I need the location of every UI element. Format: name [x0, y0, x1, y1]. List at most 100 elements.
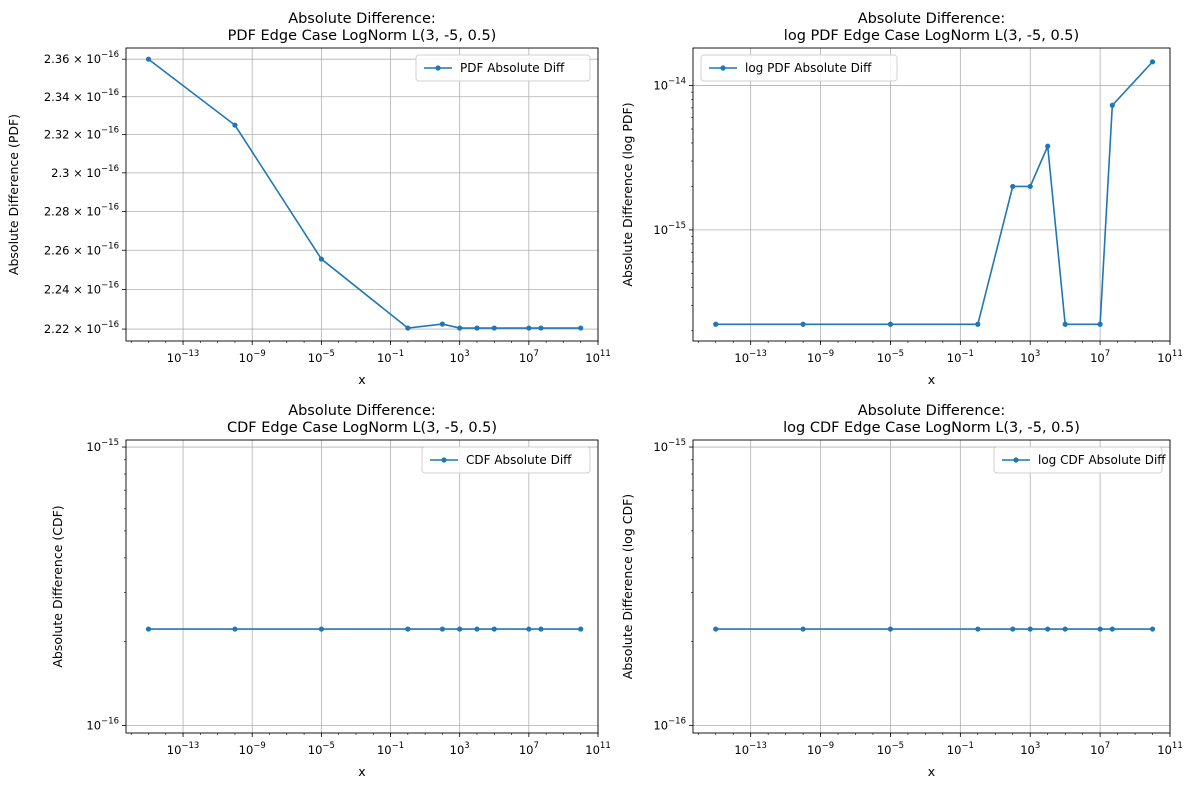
legend-marker — [441, 457, 447, 463]
data-point — [975, 321, 981, 327]
x-tick-label: 10−9 — [239, 349, 266, 365]
data-point — [491, 325, 497, 331]
y-tick-label: 2.26 × 10−16 — [44, 241, 119, 257]
x-tick-label: 1011 — [1157, 349, 1182, 365]
data-point — [526, 626, 532, 632]
data-point — [578, 626, 584, 632]
x-axis-label: x — [928, 372, 935, 387]
data-point — [526, 325, 532, 331]
data-point — [800, 321, 806, 327]
data-point — [1109, 102, 1115, 108]
x-tick-label: 10−13 — [167, 741, 200, 757]
series-line — [715, 61, 1154, 326]
data-point — [887, 626, 894, 632]
data-point — [439, 321, 446, 327]
x-tick-label: 10−1 — [947, 741, 974, 757]
x-tick-label: 107 — [1090, 741, 1110, 757]
x-tick-label: 103 — [1020, 349, 1040, 365]
data-point — [439, 626, 446, 632]
x-tick-label: 1011 — [1157, 741, 1182, 757]
x-tick-label: 10−1 — [947, 349, 974, 365]
legend-label: log PDF Absolute Diff — [745, 61, 872, 75]
data-point — [318, 256, 324, 262]
data-point — [1027, 626, 1033, 632]
chart-subtitle: log PDF Edge Case LogNorm L(3, -5, 0.5) — [784, 28, 1079, 44]
legend-marker — [1013, 457, 1019, 463]
legend-box — [993, 446, 1163, 474]
data-point — [232, 122, 238, 128]
y-tick-label: 10−14 — [653, 77, 686, 93]
chart-subtitle: log CDF Edge Case LogNorm L(3, -5, 0.5) — [783, 420, 1080, 436]
data-point — [1149, 59, 1156, 65]
legend: log PDF Absolute Diff — [700, 54, 898, 82]
chart-subtitle: CDF Edge Case LogNorm L(3, -5, 0.5) — [227, 420, 497, 436]
legend-marker — [720, 65, 726, 71]
y-tick-label: 2.3 × 10−16 — [51, 164, 119, 180]
x-tick-label: 103 — [450, 741, 470, 757]
plot-frame — [692, 47, 1171, 342]
chart-panel-1: 10−13 10−9 10−5 10−1 103 107 1011 2.22 × 10−16 2… — [6, 11, 611, 387]
chart-title: Absolute Difference: — [858, 403, 1006, 419]
legend-box — [700, 54, 898, 82]
y-tick-label: 10−15 — [653, 221, 686, 237]
x-tick-label: 103 — [1020, 741, 1040, 757]
x-axis-label: x — [928, 764, 935, 779]
x-tick-label: 107 — [519, 349, 539, 365]
y-axis-label: Absolute Difference (log CDF) — [620, 494, 635, 679]
x-tick-label: 10−1 — [377, 741, 404, 757]
chart-title: Absolute Difference: — [288, 11, 436, 27]
y-tick-label: 2.28 × 10−16 — [44, 202, 119, 218]
legend: PDF Absolute Diff — [415, 54, 591, 82]
x-tick-label: 10−5 — [877, 741, 904, 757]
series-line — [148, 58, 581, 329]
legend-box — [415, 54, 591, 82]
data-point — [1109, 626, 1115, 632]
plot-frame — [692, 439, 1171, 734]
x-tick-label: 10−13 — [734, 741, 767, 757]
data-point — [405, 325, 411, 331]
data-point — [491, 626, 497, 632]
y-axis-label: Absolute Difference (log PDF) — [620, 102, 635, 286]
data-point — [232, 626, 238, 632]
data-point — [713, 321, 719, 327]
x-axis-label: x — [358, 372, 365, 387]
y-tick-label: 2.32 × 10−16 — [44, 126, 119, 142]
legend: CDF Absolute Diff — [421, 446, 591, 474]
x-tick-label: 107 — [519, 741, 539, 757]
x-tick-label: 10−13 — [734, 349, 767, 365]
data-point — [578, 325, 584, 331]
data-point — [1027, 183, 1033, 190]
x-tick-label: 10−5 — [308, 741, 335, 757]
y-tick-label: 10−16 — [86, 717, 119, 733]
x-tick-label: 10−5 — [877, 349, 904, 365]
y-tick-label: 2.34 × 10−16 — [44, 88, 119, 104]
data-point — [457, 626, 463, 632]
chart-title: Absolute Difference: — [288, 403, 436, 419]
x-tick-label: 10−9 — [807, 349, 834, 365]
y-tick-label: 10−16 — [653, 717, 686, 733]
data-point — [713, 626, 719, 632]
legend-marker — [435, 65, 441, 71]
chart-panel-4: 10−13 10−9 10−5 10−1 103 107 1011 10−16 10−15 Abs… — [620, 403, 1183, 779]
y-axis-label: Absolute Difference (CDF) — [50, 505, 65, 667]
data-point — [887, 321, 894, 327]
y-tick-label: 10−15 — [86, 438, 119, 454]
y-tick-label: 2.24 × 10−16 — [44, 280, 119, 296]
data-point — [405, 626, 411, 632]
data-point — [1062, 626, 1068, 632]
x-tick-label: 103 — [450, 349, 470, 365]
data-point — [457, 325, 463, 331]
data-point — [1010, 626, 1016, 632]
y-tick-label: 2.36 × 10−16 — [44, 50, 119, 66]
x-tick-label: 10−5 — [308, 349, 335, 365]
legend-label: PDF Absolute Diff — [460, 61, 565, 75]
data-point — [1149, 626, 1156, 632]
y-tick-label: 2.22 × 10−16 — [44, 320, 119, 336]
data-point — [1045, 143, 1051, 149]
x-tick-label: 1011 — [585, 741, 610, 757]
legend: log CDF Absolute Diff — [993, 446, 1166, 474]
data-point — [800, 626, 806, 632]
x-axis-label: x — [358, 764, 365, 779]
data-point — [1062, 321, 1068, 327]
